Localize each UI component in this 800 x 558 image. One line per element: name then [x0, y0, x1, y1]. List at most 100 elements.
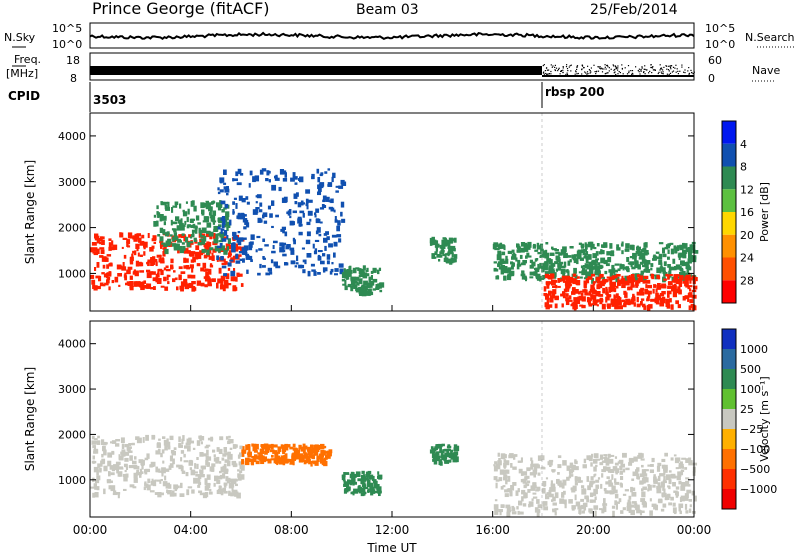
echo-cell: [122, 262, 125, 268]
echo-cell: [279, 247, 285, 253]
echo-cell: [510, 270, 515, 275]
echo-cell: [644, 242, 648, 248]
echo-cell: [501, 244, 505, 247]
echo-cell: [306, 231, 311, 237]
echo-cell: [584, 242, 587, 248]
echo-cell: [117, 273, 123, 277]
colorbar-tick-label: 28: [740, 274, 754, 287]
echo-cell: [621, 299, 626, 303]
echo-cell: [632, 295, 636, 300]
echo-cell: [574, 298, 579, 305]
echo-cell: [189, 467, 193, 471]
echo-cell: [641, 488, 644, 492]
echo-cell: [642, 264, 647, 268]
echo-cell: [617, 300, 622, 306]
echo-cell: [505, 269, 508, 273]
echo-cell: [184, 258, 189, 263]
echo-cell: [447, 251, 450, 257]
echo-cell: [641, 469, 647, 475]
echo-cell: [331, 176, 334, 183]
echo-cell: [280, 455, 285, 459]
echo-cell: [267, 458, 272, 464]
echo-cell: [506, 511, 511, 517]
echo-cell: [659, 473, 664, 477]
echo-cell: [267, 170, 271, 174]
echo-cell: [646, 269, 651, 273]
echo-cell: [92, 284, 96, 290]
echo-cell: [321, 204, 325, 208]
echo-cell: [311, 269, 316, 272]
echo-cell: [568, 475, 572, 479]
echo-cell: [281, 447, 287, 453]
echo-cell: [99, 241, 102, 245]
echo-cell: [606, 251, 611, 256]
echo-cell: [238, 273, 243, 277]
echo-cell: [596, 243, 600, 247]
echo-cell: [554, 492, 559, 499]
echo-cell: [656, 285, 662, 290]
echo-cell: [96, 486, 100, 491]
echo-cell: [642, 486, 647, 491]
echo-cell: [552, 508, 557, 512]
echo-cell: [160, 452, 163, 458]
echo-cell: [596, 300, 599, 303]
echo-cell: [518, 500, 523, 506]
echo-cell: [554, 511, 557, 516]
echo-cell: [641, 510, 645, 514]
echo-cell: [651, 457, 655, 463]
echo-cell: [147, 233, 150, 239]
echo-cell: [653, 476, 657, 483]
echo-cell: [612, 268, 616, 274]
echo-cell: [204, 275, 210, 282]
echo-cell: [557, 464, 562, 469]
echo-cell: [352, 490, 355, 496]
echo-cell: [133, 472, 138, 479]
echo-cell: [363, 482, 366, 486]
echo-cell: [620, 243, 624, 247]
echo-cell: [369, 474, 373, 479]
echo-cell: [503, 469, 508, 473]
echo-cell: [330, 198, 334, 204]
echo-cell: [223, 182, 227, 185]
echo-cell: [104, 442, 108, 445]
echo-cell: [212, 232, 216, 239]
echo-cell: [219, 278, 224, 284]
echo-cell: [578, 291, 581, 295]
echo-cell: [180, 218, 183, 225]
echo-cell: [545, 281, 549, 285]
echo-cell: [590, 284, 595, 290]
echo-cell: [129, 257, 133, 263]
echo-cell: [592, 299, 598, 306]
echo-cell: [584, 495, 589, 500]
echo-cell: [669, 274, 673, 277]
echo-cell: [124, 444, 130, 448]
echo-cell: [593, 247, 597, 250]
echo-cell: [647, 290, 652, 295]
echo-cell: [170, 258, 174, 264]
echo-cell: [319, 207, 325, 210]
echo-cell: [321, 461, 325, 466]
echo-cell: [349, 285, 354, 288]
echo-cell: [107, 452, 113, 458]
echo-cell: [109, 465, 114, 470]
echo-cell: [323, 451, 327, 454]
echo-cell: [208, 277, 211, 281]
echo-cell: [227, 262, 232, 267]
echo-cell: [292, 447, 298, 451]
echo-cell: [640, 458, 645, 461]
echo-cell: [314, 239, 320, 243]
echo-cell: [439, 446, 442, 451]
echo-cell: [115, 439, 121, 442]
echo-cell: [506, 488, 511, 492]
echo-cell: [203, 203, 207, 208]
echo-cell: [195, 245, 200, 251]
echo-cell: [679, 244, 684, 251]
echo-cell: [198, 229, 203, 233]
echo-cell: [293, 176, 298, 180]
echo-cell: [527, 489, 531, 493]
echo-cell: [231, 246, 236, 253]
echo-cell: [671, 286, 676, 292]
echo-cell: [184, 284, 187, 288]
echo-cell: [170, 219, 173, 226]
